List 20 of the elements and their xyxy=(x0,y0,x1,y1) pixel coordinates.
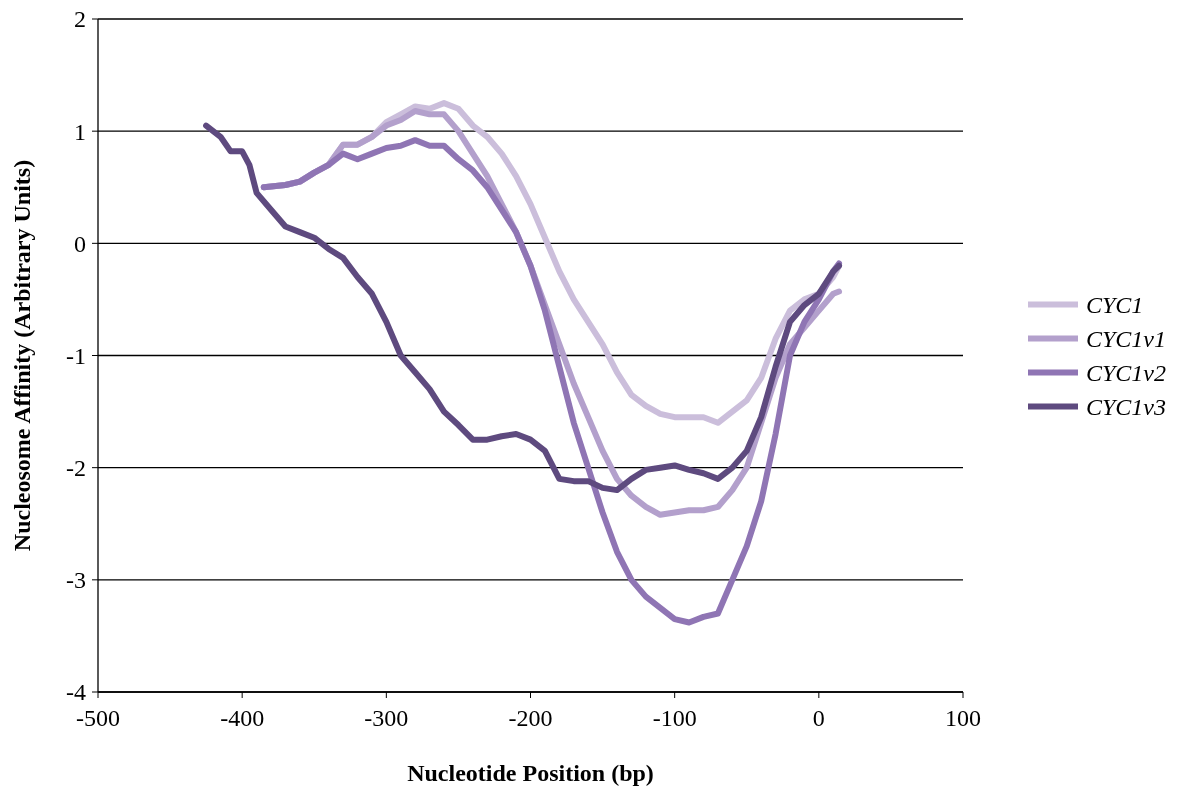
legend-label: CYC1v2 xyxy=(1086,359,1167,386)
x-tick-label: -300 xyxy=(364,705,409,731)
y-tick-label: -1 xyxy=(66,342,86,369)
legend-label: CYC1 xyxy=(1086,291,1144,318)
x-tick-label: -500 xyxy=(76,705,120,731)
y-tick-label: 2 xyxy=(74,6,86,33)
y-tick-label: -2 xyxy=(66,455,86,482)
y-tick-label: 1 xyxy=(74,118,86,145)
y-axis-title: Nucleosome Affinity (Arbitrary Units) xyxy=(9,159,35,552)
x-tick-label: -200 xyxy=(508,705,553,731)
x-tick-label: -100 xyxy=(652,705,697,731)
x-tick-label: 0 xyxy=(812,705,825,731)
legend-label: CYC1v3 xyxy=(1086,393,1167,420)
y-tick-label: 0 xyxy=(74,230,86,257)
y-tick-label: -3 xyxy=(66,567,86,594)
x-axis-title: Nucleotide Position (bp) xyxy=(407,760,654,786)
x-tick-label: 100 xyxy=(945,705,981,731)
legend-label: CYC1v1 xyxy=(1086,325,1167,352)
x-tick-label: -400 xyxy=(220,705,265,731)
y-tick-label: -4 xyxy=(66,679,86,706)
